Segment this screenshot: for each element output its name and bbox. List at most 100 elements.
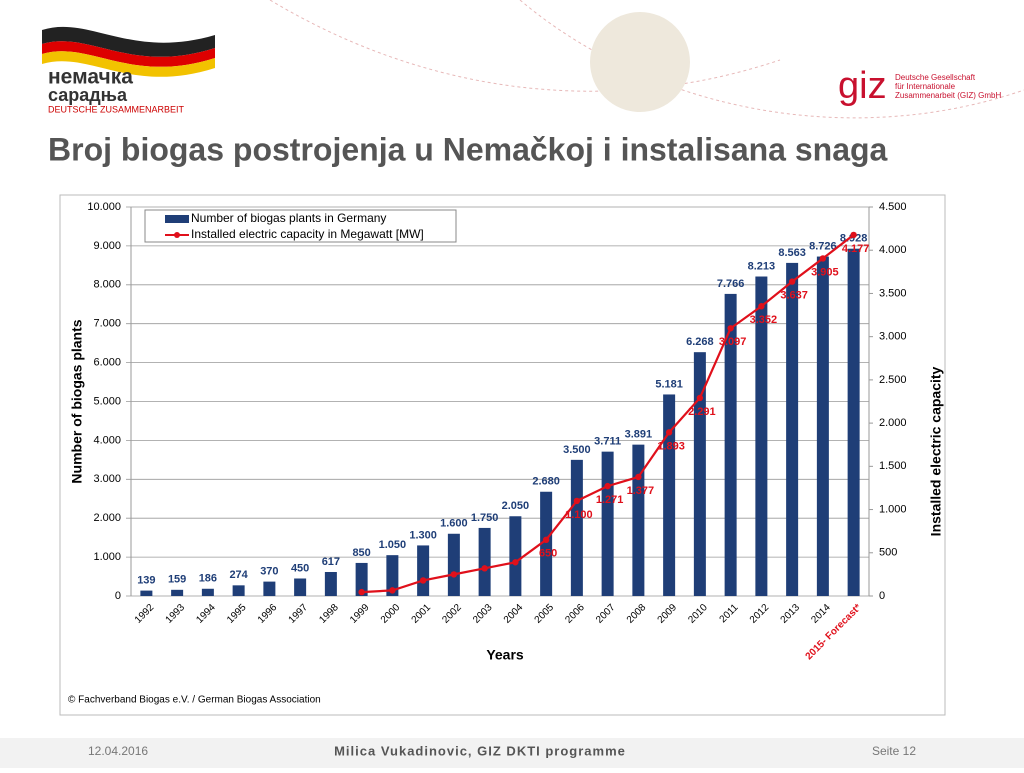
line-value-label: 3.352 [750,314,778,326]
line-marker [788,278,796,285]
legend-box [144,209,457,243]
bar-value-label: 8.213 [748,260,776,272]
line-marker [542,536,550,544]
line-value-label: 3.905 [811,266,839,278]
giz-logo: giz [838,65,887,107]
legend-swatch [165,215,189,223]
bar [540,491,553,596]
bar-value-label: 274 [229,569,248,581]
y2-tick-label: 3.500 [879,287,907,299]
slide-title: Broj biogas postrojenja u Nemačkoj i ins… [48,131,888,167]
footer-bar [0,738,1024,768]
bar-value-label: 7.766 [717,278,745,290]
line-value-label: 1.893 [657,440,685,452]
y-axis-label: Number of biogas plants [69,319,85,483]
legend-label: Installed electric capacity in Megawatt … [191,227,424,241]
bar-value-label: 450 [291,562,309,574]
line-value-label: 3.097 [719,336,747,348]
bar [386,555,399,596]
line-value-label: 1.271 [596,494,624,506]
bar [201,588,214,596]
logo-text: DEUTSCHE ZUSAMMENARBEIT [48,104,185,114]
line-marker [450,571,458,578]
bar [786,262,799,596]
bar [755,276,768,596]
x-axis-label: Years [486,647,524,663]
line-marker [635,473,642,481]
bar-value-label: 3.500 [563,444,591,456]
line-value-label: 3.637 [780,290,808,302]
bar [632,444,645,596]
line-marker [358,588,365,596]
bar-value-label: 850 [352,547,370,559]
bar-value-label: 1.300 [409,529,437,541]
legend-swatch [174,232,180,238]
y-tick-label: 9.000 [93,240,121,252]
y2-tick-label: 500 [879,547,897,559]
y2-tick-label: 4.000 [879,244,907,256]
bar [447,533,460,596]
bar-value-label: 139 [137,574,155,586]
line-marker [419,577,427,584]
line-marker [727,325,734,332]
legend-label: Number of biogas plants in Germany [191,211,386,225]
y-tick-label: 8.000 [93,279,121,291]
line-value-label: 1.377 [627,485,655,497]
y2-tick-label: 1.000 [879,503,907,515]
y2-tick-label: 0 [879,590,885,602]
bar [417,545,430,596]
globe [590,12,690,112]
y-tick-label: 1.000 [93,551,121,563]
bar [509,516,522,596]
bar-value-label: 370 [260,566,278,578]
y-tick-label: 3.000 [93,473,121,485]
line-value-label: 2.291 [688,406,716,418]
bar-value-label: 2.050 [502,500,530,512]
bar-value-label: 3.711 [594,436,621,448]
logo-text: сарадња [48,85,128,105]
bar-value-label: 5.181 [655,378,683,390]
y2-axis-label: Installed electric capacity [928,366,944,536]
footer-page: Seite 12 [872,744,916,758]
footer-author: Milica Vukadinovic, GIZ DKTI programme [334,743,626,758]
bar-value-label: 1.050 [379,539,407,551]
bar [232,585,245,596]
y-tick-label: 6.000 [93,357,121,369]
bar [663,394,676,596]
y-tick-label: 10.000 [87,201,121,213]
line-marker [573,497,581,505]
y2-tick-label: 2.000 [879,417,907,429]
line-marker [696,394,704,402]
bar [816,256,829,596]
line-marker [850,231,857,239]
y-tick-label: 2.000 [93,512,121,524]
y-tick-label: 7.000 [93,318,121,330]
line-marker [512,559,519,566]
footer-date: 12.04.2016 [88,744,148,758]
logo-text: немачка [48,66,133,89]
bar [570,459,583,596]
y2-tick-label: 4.500 [879,201,907,213]
line-value-label: 1.100 [565,509,593,521]
line-marker [819,255,827,262]
y2-tick-label: 2.500 [879,374,907,386]
y-tick-label: 5.000 [93,395,121,407]
line-value-label: 650 [539,548,557,560]
y2-tick-label: 3.000 [879,331,907,343]
line-marker [665,429,673,436]
bar-value-label: 1.750 [471,512,499,524]
bar [693,352,706,596]
bar-value-label: 159 [168,574,186,586]
bar [324,571,337,596]
line-marker [758,303,765,310]
line-marker [481,565,488,572]
bar-value-label: 8.928 [840,233,868,245]
bar [355,562,368,596]
y2-tick-label: 1.500 [879,460,907,472]
line-value-label: 4.177 [842,243,870,255]
giz-text: Zusammenarbeit (GIZ) GmbH [895,91,1001,100]
bar-value-label: 1.600 [440,518,468,530]
flag-de [42,51,215,77]
flag-de [42,41,215,67]
